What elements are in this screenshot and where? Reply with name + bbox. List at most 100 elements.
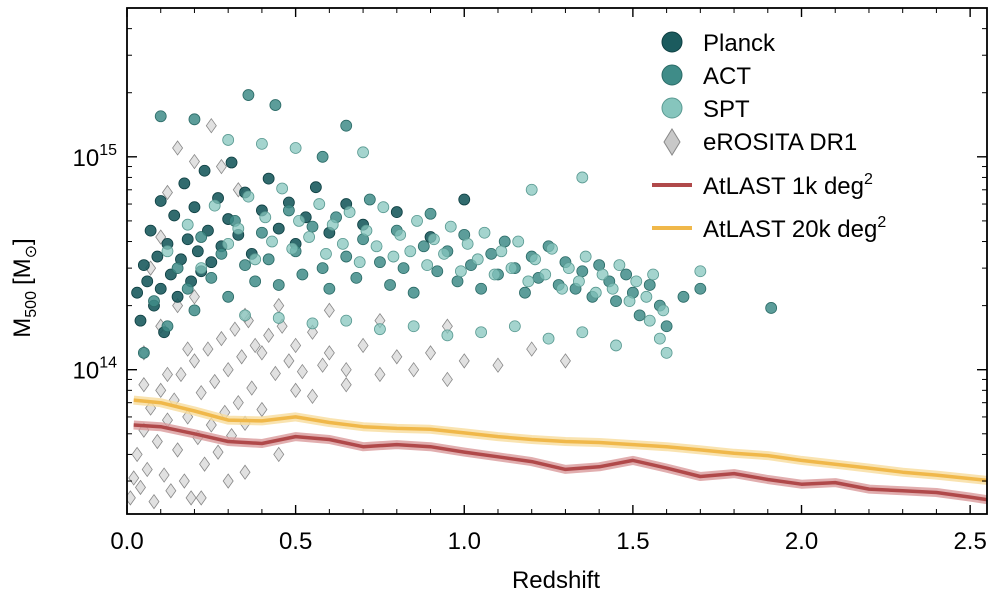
point-planck <box>151 250 164 263</box>
point-act <box>272 279 285 291</box>
y-axis-label-unit: [M <box>9 258 36 285</box>
point-spt <box>370 240 383 253</box>
point-erosita-dr1 <box>256 401 268 418</box>
point-act <box>350 271 363 284</box>
lines-layer <box>133 395 987 505</box>
legend-label-act: ACT <box>703 63 751 90</box>
point-act <box>519 286 531 299</box>
x-tick-label: 1.0 <box>448 528 481 555</box>
point-planck <box>141 275 154 288</box>
x-tick-label: 2.0 <box>785 528 818 555</box>
point-act <box>296 268 309 281</box>
point-spt <box>387 250 400 263</box>
point-erosita-dr1 <box>222 473 234 489</box>
point-spt <box>596 268 609 281</box>
point-erosita-dr1 <box>236 349 248 365</box>
point-spt <box>394 228 407 241</box>
point-planck <box>134 314 147 327</box>
point-act <box>137 346 150 359</box>
point-spt <box>289 142 302 154</box>
legend: Planck ACT SPT eROSITA DR1 AtLAST 1k deg… <box>652 30 886 243</box>
series-spt <box>161 134 707 359</box>
point-act <box>171 262 184 275</box>
y-tick-label: 1014 <box>73 355 118 385</box>
point-act <box>610 295 622 308</box>
point-act <box>195 231 208 243</box>
point-spt <box>421 259 434 271</box>
point-spt <box>562 262 575 275</box>
point-spt <box>610 339 622 352</box>
point-act <box>643 279 656 291</box>
y-axis-label: M500 [M⊙] <box>9 238 40 337</box>
point-act <box>256 226 268 239</box>
point-act <box>188 113 201 126</box>
point-spt <box>444 220 457 233</box>
point-act <box>451 275 464 288</box>
point-act <box>424 207 437 220</box>
point-erosita-dr1 <box>172 140 184 156</box>
point-spt <box>454 265 467 278</box>
point-spt <box>181 218 194 231</box>
point-spt <box>556 282 568 295</box>
point-erosita-dr1 <box>151 433 163 450</box>
point-act <box>485 247 498 260</box>
y-axis-label-unit-close: ] <box>9 238 36 245</box>
legend-label-spt: SPT <box>703 96 750 123</box>
point-erosita-dr1 <box>158 467 170 483</box>
point-erosita-dr1 <box>283 353 295 369</box>
point-erosita-dr1 <box>374 366 386 383</box>
point-spt <box>660 346 673 359</box>
point-planck <box>154 195 167 207</box>
line-atlast-1k <box>133 423 987 502</box>
point-act <box>677 290 690 303</box>
point-spt <box>232 222 245 235</box>
point-act <box>340 250 353 263</box>
point-erosita-dr1 <box>229 321 241 337</box>
ticks-layer: 0.0 0.5 1.0 1.5 2.0 2.5 1014 1015 <box>73 7 987 555</box>
point-erosita-dr1 <box>212 444 224 460</box>
point-spt <box>613 259 626 271</box>
point-erosita-dr1 <box>161 184 173 201</box>
point-spt <box>576 326 589 339</box>
point-spt <box>266 235 278 248</box>
point-spt <box>576 171 589 184</box>
y-axis-label-unit-sub: ⊙ <box>23 245 40 258</box>
point-spt <box>653 332 666 345</box>
point-planck <box>205 256 218 269</box>
y-axis-label-sub: 500 <box>23 291 40 318</box>
legend-label-planck: Planck <box>703 30 776 57</box>
point-erosita-dr1 <box>202 341 214 357</box>
point-spt <box>475 326 488 339</box>
point-act <box>765 302 778 314</box>
point-erosita-dr1 <box>340 377 352 393</box>
point-planck <box>178 177 191 190</box>
point-act <box>148 295 160 308</box>
point-spt <box>377 201 390 214</box>
point-spt <box>404 245 417 258</box>
point-erosita-dr1 <box>441 371 453 388</box>
point-spt <box>529 253 541 266</box>
point-act <box>397 262 410 275</box>
point-act <box>242 89 255 101</box>
point-erosita-dr1 <box>205 417 217 433</box>
point-act <box>262 253 275 266</box>
point-spt <box>441 329 454 342</box>
point-planck <box>171 290 184 303</box>
point-erosita-dr1 <box>188 353 200 369</box>
point-act <box>282 204 295 217</box>
point-spt <box>326 218 339 231</box>
point-act <box>498 235 511 248</box>
point-spt <box>630 275 643 288</box>
point-spt <box>471 253 484 266</box>
point-spt <box>573 275 585 288</box>
point-erosita-dr1 <box>263 327 275 344</box>
axes-frame <box>126 7 988 515</box>
point-erosita-dr1 <box>391 349 403 365</box>
point-spt <box>195 262 208 275</box>
point-erosita-dr1 <box>306 388 318 404</box>
point-spt <box>374 323 386 336</box>
point-act <box>417 240 430 253</box>
legend-label-atlast-20k-sup: 2 <box>877 214 886 231</box>
